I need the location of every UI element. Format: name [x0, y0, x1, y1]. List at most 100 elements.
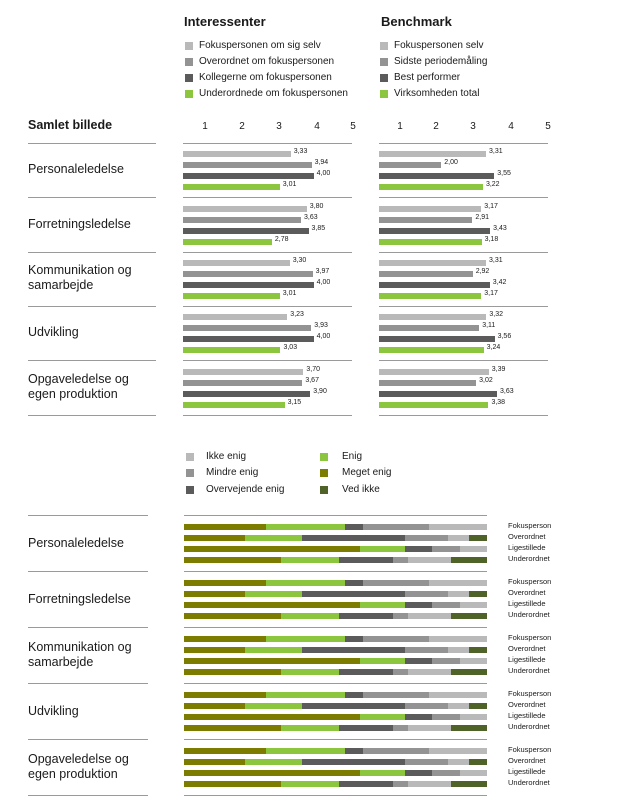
stacked-segment [405, 759, 448, 765]
stacked-segment [393, 557, 409, 563]
stacked-segment [184, 602, 360, 608]
stacked-segment [184, 759, 245, 765]
benchmark-bar [379, 402, 489, 408]
stacked-segment [405, 770, 433, 776]
rule-left [28, 627, 148, 628]
stacked-segment [344, 636, 363, 642]
benchmark-value-label: 3,63 [499, 388, 514, 395]
stacked-segment [432, 546, 460, 552]
category-label-line: egen produktion [28, 767, 118, 781]
category-label: Kommunikation og samarbejde [28, 640, 132, 670]
interessenter-value-label: 3,94 [314, 159, 329, 166]
legend-label: Enig [342, 451, 363, 462]
benchmark-bar [379, 380, 477, 386]
benchmark-value-label: 3,24 [486, 344, 501, 351]
stacked-segment [405, 703, 448, 709]
benchmark-value-label: 2,92 [475, 268, 490, 275]
stacked-segment [244, 535, 303, 541]
stacked-segment [359, 770, 406, 776]
rule-right [379, 415, 548, 416]
stacked-segment [265, 748, 345, 754]
interessenter-value-label: 3,01 [282, 181, 297, 188]
legend-label: Virksomheden total [394, 88, 480, 99]
legend-label: Sidste periodemåling [394, 56, 488, 67]
stacked-row-label: Ligestillede [508, 543, 546, 552]
stacked-segment [184, 669, 281, 675]
stacked-segment [265, 692, 345, 698]
stacked-segment [302, 703, 406, 709]
stacked-segment [280, 781, 339, 787]
benchmark-value-label: 3,31 [489, 148, 503, 155]
stacked-segment [244, 703, 303, 709]
stacked-row-label: Ligestillede [508, 655, 546, 664]
category-label: Udvikling [28, 325, 79, 340]
legend-swatch-light [380, 42, 388, 50]
stacked-segment [244, 591, 303, 597]
interessenter-value-label: 3,30 [292, 257, 307, 264]
interessenter-value-label: 3,85 [311, 225, 326, 232]
stacked-row-label: Overordnet [508, 644, 546, 653]
legend-label: Overordnet om fokuspersonen [199, 56, 335, 67]
stacked-segment [459, 714, 487, 720]
category-label-line: Personaleledelse [28, 161, 124, 176]
stacked-segment [359, 714, 406, 720]
category-label-line: Personaleledelse [28, 535, 124, 550]
stacked-segment [344, 524, 363, 530]
stacked-segment [184, 546, 360, 552]
legend-label: Ikke enig [206, 451, 247, 462]
interessenter-value-label: 3,23 [290, 311, 304, 318]
category-label: Kommunikation og samarbejde [28, 263, 132, 293]
interessenter-value-label: 3,63 [303, 214, 318, 221]
category-label: Personaleledelse [28, 536, 124, 551]
rule-right [379, 197, 548, 198]
interessenter-bar [183, 217, 301, 223]
legend-swatch-green [380, 90, 388, 98]
benchmark-value-label: 3,39 [491, 366, 506, 373]
category-label-line: Forretningsledelse [28, 591, 131, 606]
stacked-segment [362, 636, 430, 642]
rule-right [379, 306, 548, 307]
interessenter-bar [183, 260, 290, 266]
category-label: Opgaveledelse og egen produktion [28, 372, 129, 402]
rule-left [28, 795, 148, 796]
category-label-line: samarbejde [28, 655, 94, 669]
stacked-segment [362, 692, 430, 698]
stacked-segment [184, 524, 266, 530]
stacked-segment [184, 591, 245, 597]
interessenter-value-label: 3,97 [315, 268, 330, 275]
stacked-segment [450, 781, 487, 787]
benchmark-bar [379, 271, 473, 277]
stacked-segment [184, 658, 360, 664]
stacked-segment [405, 714, 433, 720]
interessenter-bar [183, 380, 303, 386]
stacked-segment [338, 781, 394, 787]
benchmark-value-label: 2,00 [444, 159, 458, 166]
interessenter-bar [183, 184, 280, 190]
rule-right [379, 360, 548, 361]
stacked-segment [184, 580, 266, 586]
stacked-segment [405, 602, 433, 608]
stacked-segment [344, 748, 363, 754]
section-title: Samlet billede [28, 118, 113, 132]
rule-left [28, 306, 156, 307]
stacked-segment [450, 613, 487, 619]
category-label-line: Kommunikation og [28, 640, 132, 654]
stacked-segment [184, 714, 360, 720]
legend-swatch-ikke-enig [186, 453, 194, 461]
category-label: Forretningsledelse [28, 217, 131, 232]
interessenter-bar [183, 151, 291, 157]
legend-label: Fokuspersonen selv [394, 40, 484, 51]
stacked-segment [338, 557, 394, 563]
interessenter-value-label: 4,00 [316, 333, 331, 340]
category-label-line: egen produktion [28, 387, 118, 401]
stacked-segment [184, 647, 245, 653]
stacked-row-label: Fokusperson [508, 521, 552, 530]
benchmark-value-label: 3,17 [484, 203, 498, 210]
stacked-segment [359, 658, 406, 664]
rule-right [379, 143, 548, 144]
rule-mid [183, 360, 352, 361]
stacked-segment [393, 725, 409, 731]
stacked-row-label: Underordnet [508, 610, 550, 619]
rule-left [28, 515, 148, 516]
category-label-line: Opgaveledelse og [28, 752, 129, 766]
